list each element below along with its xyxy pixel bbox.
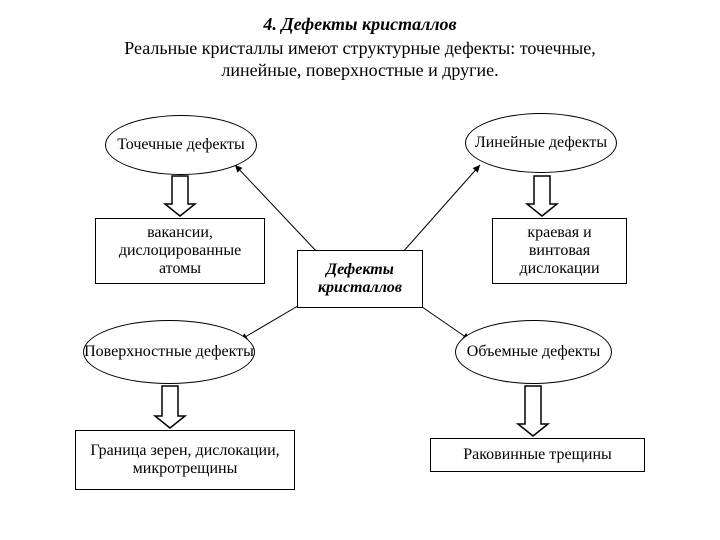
rect-r-point: вакансии, дислоцированные атомы — [95, 218, 265, 284]
rect-r-surface: Граница зерен, дислокации, микротрещины — [75, 430, 295, 490]
ellipse-point: Точечные дефекты — [105, 115, 257, 175]
ellipse-surface: Поверхностные дефекты — [83, 320, 255, 384]
ellipse-volume: Объемные дефекты — [455, 320, 612, 384]
center-node: Дефекты кристаллов — [297, 250, 423, 308]
ellipse-linear: Линейные дефекты — [465, 113, 617, 173]
slide-subtitle-1: Реальные кристаллы имеют структурные деф… — [0, 38, 720, 59]
slide-subtitle-2: линейные, поверхностные и другие. — [0, 60, 720, 81]
rect-r-linear: краевая и винтовая дислокации — [492, 218, 627, 284]
diagram-root: { "title_text": "4. Дефекты кристаллов",… — [0, 0, 720, 540]
rect-r-volume: Раковинные трещины — [430, 438, 645, 472]
slide-title: 4. Дефекты кристаллов — [0, 14, 720, 35]
